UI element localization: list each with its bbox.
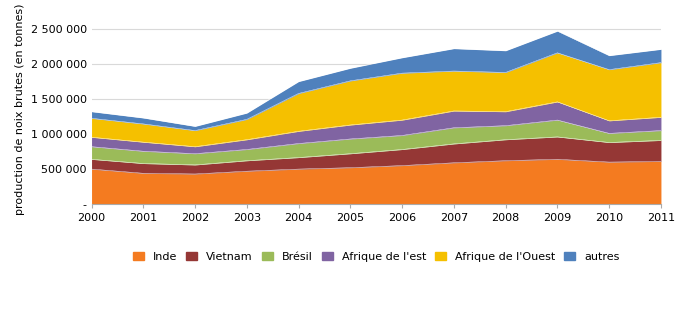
Y-axis label: production de noix brutes (en tonnes): production de noix brutes (en tonnes)	[15, 4, 25, 215]
Legend: Inde, Vietnam, Brésil, Afrique de l'est, Afrique de l'Ouest, autres: Inde, Vietnam, Brésil, Afrique de l'est,…	[128, 247, 624, 267]
